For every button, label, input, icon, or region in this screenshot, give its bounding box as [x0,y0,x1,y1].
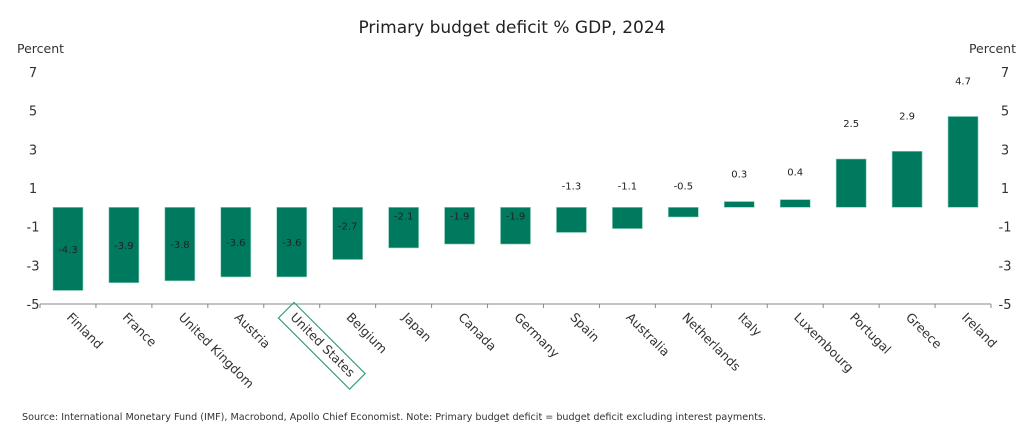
y-tick-right: 5 [1001,105,1009,120]
category-label: Greece [903,310,945,352]
bar-portugal [835,158,867,208]
bar-belgium [332,207,363,260]
category-label: Austria [232,310,274,352]
bar-france [108,207,140,284]
data-label: 0.4 [787,168,803,179]
data-label: -2.7 [338,221,358,232]
y-tick-left: -1 [27,221,40,236]
y-axis-left: 7 5 3 1 -1 -3 -5 [27,66,40,313]
data-label: -1.9 [450,211,470,222]
chart-title: Primary budget deficit % GDP, 2024 [358,18,665,38]
data-label: -1.3 [562,181,582,192]
data-label: -1.1 [618,181,638,192]
data-label: -4.3 [58,245,78,256]
category-label: Australia [623,310,673,360]
category-label: Italy [735,310,765,340]
category-label: Netherlands [679,310,743,374]
bar-finland [52,207,84,291]
bar-austria [220,207,252,278]
y-tick-left: 3 [29,143,37,158]
bar-luxembourg [779,199,811,208]
bar-canada [444,207,475,245]
y-tick-left: 5 [29,105,37,120]
data-label: -2.1 [394,211,414,222]
data-label: -3.8 [170,240,190,251]
data-label: 0.3 [731,170,747,181]
category-label: Finland [64,310,106,352]
bar-united-kingdom [164,207,196,282]
category-label: France [120,310,160,350]
data-label: -0.5 [674,181,694,192]
bar-australia [612,207,643,229]
y-tick-right: -5 [999,298,1012,313]
y-tick-right: 1 [1001,182,1009,197]
y-axis-label-right: Percent [969,41,1016,56]
highlight-box [277,301,367,391]
y-tick-right: 3 [1001,143,1009,158]
category-label: Portugal [847,310,894,357]
y-tick-right: -3 [999,259,1012,274]
y-tick-right: -1 [999,221,1012,236]
category-label: Japan [399,309,435,345]
bar-united-states [276,207,308,278]
bar-spain [556,207,587,233]
bar-italy [723,201,755,208]
y-tick-left: 7 [29,66,37,81]
bars [52,116,979,291]
x-axis [39,303,992,308]
data-label: 2.5 [843,119,859,130]
data-label: -3.9 [114,241,134,252]
category-label: Germany [511,310,563,362]
bar-japan [388,207,419,249]
data-labels: -4.3 -3.9 -3.8 -3.6 -3.6 -2.7 -2.1 -1.9 -1.9 -1.3… [58,76,971,255]
category-label: Spain [567,310,602,345]
category-label: Canada [455,310,499,354]
y-tick-left: -3 [27,259,40,274]
y-axis-label-left: Percent [17,41,64,56]
data-label: 4.7 [955,76,971,87]
y-tick-right: 7 [1001,66,1009,81]
data-label: -3.6 [282,238,302,249]
bar-greece [891,150,923,208]
y-axis-right: 7 5 3 1 -1 -3 -5 [999,66,1012,313]
bar-netherlands [668,207,699,218]
bar-ireland [947,116,979,208]
y-tick-left: -5 [27,298,40,313]
data-label: -3.6 [226,238,246,249]
y-tick-left: 1 [29,182,37,197]
bar-germany [500,207,531,245]
category-label: Ireland [959,310,1000,351]
data-label: -1.9 [506,211,526,222]
source-note: Source: International Monetary Fund (IMF… [22,412,767,423]
category-label: Belgium [344,310,391,357]
data-label: 2.9 [899,111,915,122]
